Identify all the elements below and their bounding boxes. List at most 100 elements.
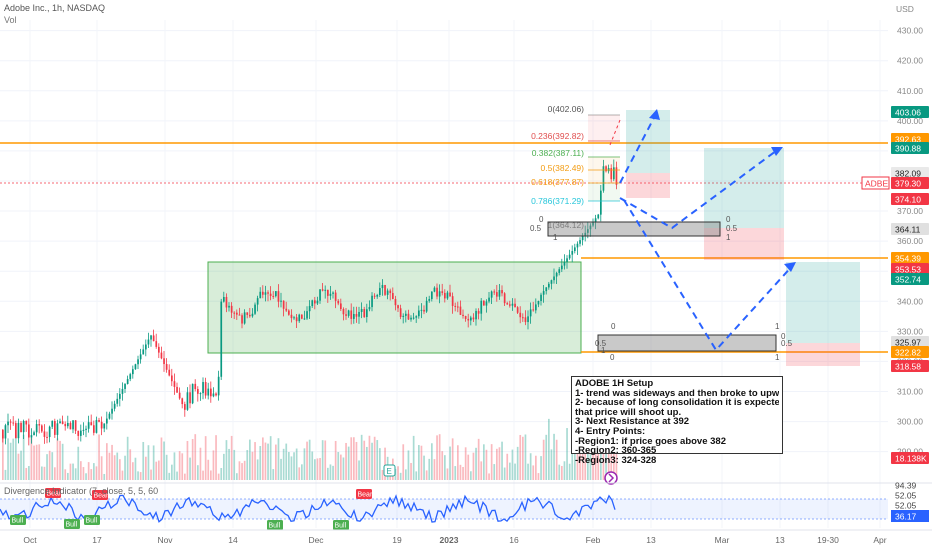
svg-text:0: 0 <box>726 215 731 224</box>
volume-bar <box>15 434 17 480</box>
entry-region3-box[interactable]: 0 0.5 1 0 1 0 0.5 1 <box>595 322 793 362</box>
bull-badge <box>267 520 283 530</box>
oscillator-label[interactable]: Divergence Indicator (7, close, 5, 5, 60 <box>4 486 159 496</box>
price-tick-label: 370.00 <box>897 206 923 216</box>
candle-body <box>610 168 613 180</box>
volume-bar <box>269 436 272 480</box>
candle-body <box>223 296 225 302</box>
candle-body <box>134 364 137 370</box>
candle-body <box>173 381 176 387</box>
candle-body <box>168 369 171 376</box>
candle-body <box>485 301 488 306</box>
volume-bar <box>93 463 95 480</box>
volume-bar <box>67 472 69 480</box>
volume-bar <box>480 461 483 480</box>
candle-body <box>298 314 301 322</box>
volume-bar <box>431 443 433 480</box>
volume-bar <box>132 462 134 480</box>
volume-bar <box>4 469 7 480</box>
candle-body <box>537 300 540 305</box>
candle-body <box>407 313 410 320</box>
earnings-badge[interactable]: E <box>383 464 396 477</box>
candle-body <box>87 422 90 429</box>
price-tag-label: 353.53 <box>895 265 921 275</box>
candle-body <box>311 300 314 307</box>
event-icon[interactable] <box>604 471 618 485</box>
volume-bar <box>108 452 111 480</box>
volume-bar <box>106 443 108 480</box>
volume-bar <box>563 461 566 480</box>
volume-bar <box>451 438 454 480</box>
symbol-title[interactable]: Adobe Inc., 1h, NASDAQ <box>4 3 106 13</box>
position-region3[interactable] <box>786 262 860 366</box>
volume-bar <box>220 468 223 480</box>
time-tick-label: Mar <box>715 535 730 545</box>
volume-bar <box>74 468 77 480</box>
note-line: 2- because of long consolidation it is e… <box>575 398 779 408</box>
candle-body <box>147 339 150 345</box>
svg-text:0: 0 <box>611 322 616 331</box>
volume-bar <box>59 440 61 480</box>
candle-body <box>98 420 100 422</box>
fib-label-1: 1(364.12) <box>548 220 585 230</box>
candle-body <box>145 344 147 350</box>
candle-body <box>308 306 311 312</box>
candle-body <box>373 295 376 297</box>
position-region1[interactable] <box>626 110 670 198</box>
price-tick-label: 290.00 <box>897 447 923 457</box>
volume-bar <box>490 444 493 480</box>
candle-body <box>441 291 444 293</box>
volume-bar <box>51 452 54 480</box>
volume-bar <box>571 435 574 480</box>
candle-body <box>165 364 168 370</box>
volume-bar <box>181 453 184 480</box>
candle-body <box>379 288 381 295</box>
volume-bar <box>449 446 451 480</box>
volume-bar <box>316 458 319 480</box>
volume-bar <box>368 435 371 480</box>
candle-body <box>581 236 584 241</box>
volume-bar <box>509 462 511 480</box>
svg-text:0: 0 <box>539 215 544 224</box>
consolidation-box[interactable] <box>207 261 582 354</box>
volume-bar <box>54 467 56 480</box>
volume-bar <box>597 442 600 480</box>
position-region2[interactable] <box>704 148 784 260</box>
projected-path[interactable] <box>609 111 795 352</box>
candle-body <box>38 424 41 426</box>
candle-body <box>30 435 33 438</box>
volume-bar <box>288 452 290 480</box>
fib-retracement[interactable]: 0(402.06) 0.236(392.82) 0.382(387.11) 0.… <box>531 104 620 230</box>
candle-body <box>412 317 415 319</box>
candle-body <box>246 312 249 315</box>
candle-body <box>321 289 324 291</box>
candle-body <box>256 298 259 305</box>
candle-body <box>152 335 155 342</box>
candle-body <box>259 291 262 299</box>
time-tick-label: 13 <box>646 535 656 545</box>
note-line: 1- trend was sideways and then broke to … <box>575 388 779 399</box>
candle-body <box>316 300 319 304</box>
volume-bar <box>241 463 243 480</box>
setup-note[interactable]: ADOBE 1H Setup 1- trend was sideways and… <box>571 376 783 465</box>
candle-body <box>493 291 496 293</box>
volume-bar <box>212 450 215 480</box>
volume-bars <box>2 414 618 480</box>
candle-body <box>519 312 522 318</box>
candle-body <box>602 166 605 191</box>
candle-body <box>269 293 272 296</box>
candle-body <box>181 398 184 405</box>
candle-body <box>462 314 464 317</box>
candle-body <box>17 422 20 439</box>
fib-label-05: 0.5(382.49) <box>541 163 585 173</box>
volume-bar <box>446 468 449 480</box>
svg-text:0.5: 0.5 <box>595 339 607 348</box>
candle-body <box>392 293 394 299</box>
candle-body <box>472 317 475 320</box>
candle-body <box>238 314 241 316</box>
volume-bar <box>295 448 298 480</box>
candle-body <box>386 290 389 295</box>
volume-bar <box>329 464 332 480</box>
